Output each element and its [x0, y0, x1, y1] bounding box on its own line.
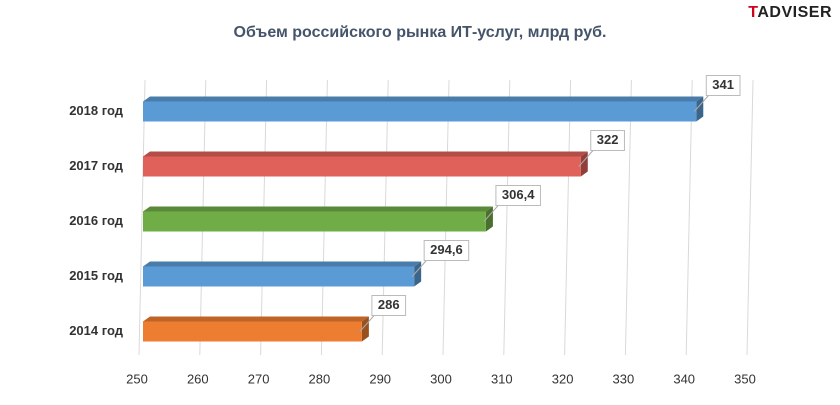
- label-leader: [483, 203, 501, 222]
- bar-top: [143, 96, 704, 102]
- label-leader: [411, 258, 429, 277]
- x-tick-label: 310: [491, 371, 513, 386]
- value-label-box: [423, 240, 470, 261]
- x-tick-label: 320: [552, 371, 574, 386]
- x-tick-label: 260: [187, 371, 209, 386]
- grid-line: [685, 79, 693, 356]
- bar-top: [143, 151, 588, 157]
- grid-line: [503, 79, 511, 356]
- grid-line: [138, 79, 146, 356]
- y-tick-label: 2018 год: [69, 103, 124, 118]
- value-label: 306,4: [502, 187, 535, 202]
- grid-line: [624, 79, 632, 356]
- y-tick-label: 2014 год: [69, 323, 124, 338]
- grid-line: [564, 79, 572, 356]
- bar: [143, 266, 415, 287]
- x-tick-label: 290: [369, 371, 391, 386]
- x-tick-label: 270: [248, 371, 270, 386]
- value-label-box: [371, 295, 407, 316]
- value-label: 294,6: [430, 242, 463, 257]
- x-tick-label: 280: [309, 371, 331, 386]
- y-tick-label: 2017 год: [69, 158, 124, 173]
- value-label-box: [495, 185, 541, 206]
- label-leader: [693, 93, 711, 112]
- bar-top: [143, 261, 422, 267]
- bar-top: [143, 206, 493, 212]
- value-label: 341: [712, 77, 734, 92]
- label-leader: [359, 313, 377, 332]
- value-label-box: [590, 130, 625, 151]
- x-tick-label: 250: [126, 371, 148, 386]
- bar-top: [143, 316, 369, 322]
- value-label: 322: [597, 132, 619, 147]
- x-tick-label: 300: [430, 371, 452, 386]
- label-leader: [578, 148, 596, 167]
- brand: TADVISER: [748, 4, 832, 21]
- x-tick-label: 350: [734, 371, 756, 386]
- bar: [143, 101, 697, 122]
- chart-title: Объем российского рынка ИТ-услуг, млрд р…: [234, 24, 607, 41]
- bar: [143, 211, 486, 232]
- bar: [143, 321, 362, 342]
- bar: [143, 156, 581, 177]
- value-label-box: [705, 75, 741, 96]
- y-tick-label: 2016 год: [69, 213, 124, 228]
- y-tick-label: 2015 год: [69, 268, 124, 283]
- x-tick-label: 340: [673, 371, 695, 386]
- grid-line: [746, 79, 754, 356]
- value-label: 286: [378, 297, 400, 312]
- x-tick-label: 330: [613, 371, 635, 386]
